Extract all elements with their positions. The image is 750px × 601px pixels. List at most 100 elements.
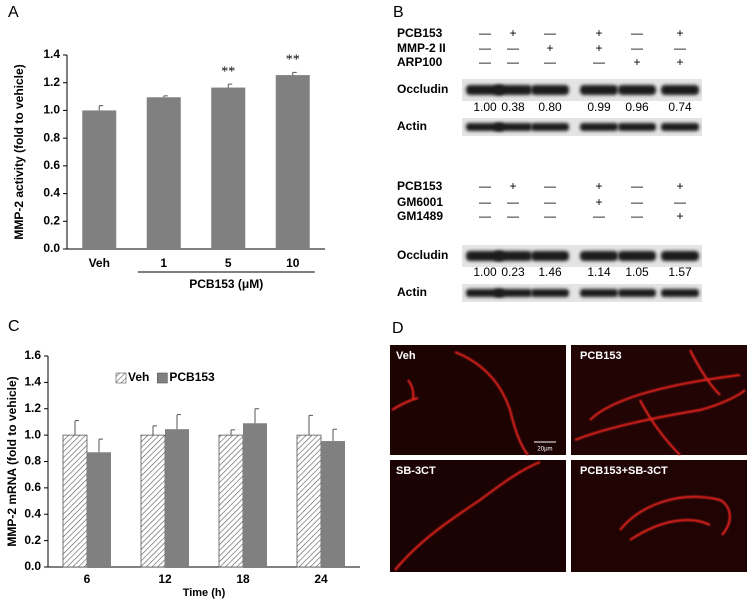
band [580, 123, 618, 131]
ratio-label: 0.80 [538, 100, 562, 114]
treatment-sign: — [544, 179, 556, 193]
bar [62, 434, 88, 568]
band [531, 289, 569, 297]
band [494, 289, 532, 297]
treatment-sign: + [633, 55, 640, 69]
panel-label: B [393, 4, 404, 21]
y-tick-label: 1.2 [43, 75, 60, 89]
error-bar [98, 438, 103, 453]
treatment-sign: + [595, 41, 602, 55]
blot-label: Occludin [397, 248, 448, 262]
band [618, 85, 656, 95]
micrograph [390, 460, 566, 572]
y-tick-label: 0.2 [43, 213, 60, 227]
band [661, 289, 699, 297]
y-tick-label: 1.2 [24, 401, 41, 415]
error-bar [230, 429, 235, 436]
treatment-sign: + [595, 179, 602, 193]
treatment-sign: — [544, 26, 556, 40]
panel-label: D [392, 320, 404, 337]
treatment-sign: — [631, 41, 643, 55]
error-bar [292, 71, 297, 76]
bar [275, 75, 310, 249]
treatment-sign: + [676, 26, 683, 40]
error-bar [254, 408, 259, 424]
ratio-label: 1.57 [668, 265, 692, 279]
x-tick-label: 24 [314, 572, 328, 586]
legend-swatch [115, 372, 127, 384]
treatment-name: ARP100 [397, 55, 443, 69]
blot-label: Actin [397, 119, 427, 133]
treatment-sign: + [509, 179, 516, 193]
vessels [391, 349, 746, 571]
treatment-name: MMP-2 II [397, 41, 446, 55]
significance-label: ** [286, 53, 300, 68]
y-axis-label: MMP-2 activity (fold to vehicle) [12, 64, 26, 239]
band [494, 123, 532, 131]
legend-swatch [157, 372, 168, 384]
ratio-label: 0.96 [625, 100, 649, 114]
treatment-sign: + [595, 195, 602, 209]
x-tick-label: 1 [160, 256, 167, 270]
band [661, 85, 699, 95]
error-bar [308, 414, 313, 436]
band [580, 251, 618, 261]
bar [218, 434, 244, 568]
treatment-sign: — [507, 41, 519, 55]
error-bar [74, 420, 79, 436]
treatment-sign: — [631, 26, 643, 40]
band [618, 123, 656, 131]
error-bar [176, 414, 181, 430]
ratio-label: 0.99 [587, 100, 611, 114]
treatment-sign: — [479, 179, 491, 193]
y-tick-label: 0.0 [24, 559, 41, 573]
treatment-sign: — [674, 195, 686, 209]
ratio-label: 0.23 [501, 265, 525, 279]
treatment-sign: — [479, 26, 491, 40]
y-tick-label: 0.0 [43, 241, 60, 255]
ratio-label: 0.74 [668, 100, 692, 114]
treatment-sign: + [509, 26, 516, 40]
ratio-label: 1.14 [587, 265, 611, 279]
ratio-label: 1.05 [625, 265, 649, 279]
significance-label: ** [221, 64, 235, 79]
x-tick-label: 12 [158, 572, 172, 586]
treatment-sign: + [676, 179, 683, 193]
band [618, 251, 656, 261]
band [531, 85, 569, 95]
band [494, 85, 532, 95]
treatment-name: GM1489 [397, 209, 443, 223]
x-tick-label: 10 [286, 256, 300, 270]
treatment-sign: + [676, 55, 683, 69]
treatment-sign: — [507, 195, 519, 209]
bar [165, 429, 189, 567]
y-tick-label: 0.6 [43, 158, 60, 172]
treatment-sign: + [546, 41, 553, 55]
error-bar [332, 428, 337, 442]
treatment-sign: — [593, 55, 605, 69]
blot-label: Actin [397, 285, 427, 299]
band [661, 251, 699, 261]
treatment-sign: — [593, 209, 605, 223]
micrographs [390, 345, 747, 572]
band [618, 289, 656, 297]
legend-label: Veh [128, 370, 149, 384]
ratio-label: 1.00 [473, 265, 497, 279]
ratio-label: 0.38 [501, 100, 525, 114]
treatment-sign: — [507, 55, 519, 69]
micrograph [571, 460, 747, 572]
treatment-sign: + [676, 209, 683, 223]
band [531, 123, 569, 131]
treatment-sign: — [479, 41, 491, 55]
y-tick-label: 1.4 [43, 47, 60, 61]
bar [82, 110, 117, 249]
band [531, 251, 569, 261]
micrograph [571, 345, 747, 455]
y-axis-label: MMP-2 mRNA (fold to vehicle) [5, 376, 19, 546]
bar [296, 434, 322, 568]
bar [243, 423, 267, 567]
band [580, 289, 618, 297]
y-tick-label: 0.8 [24, 454, 41, 468]
legend-label: PCB153 [169, 370, 215, 384]
